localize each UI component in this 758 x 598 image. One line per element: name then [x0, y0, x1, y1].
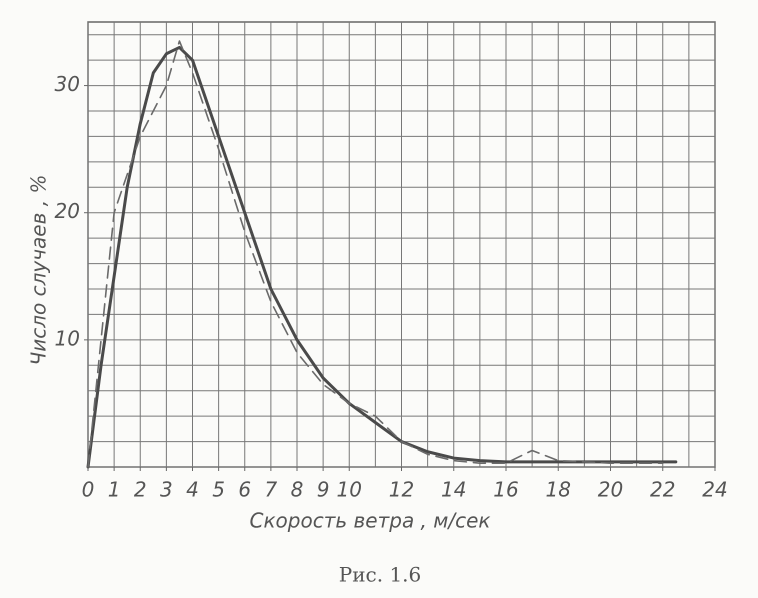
caption: Рис. 1.6	[339, 563, 422, 587]
x-tick-label: 12	[389, 478, 414, 502]
x-tick-label: 9	[317, 478, 330, 502]
x-tick-label: 3	[160, 478, 173, 502]
x-tick-label: 10	[337, 478, 362, 502]
y-axis-label: Число случаев , %	[27, 175, 51, 366]
x-tick-label: 2	[134, 478, 147, 502]
x-axis-label: Скорость ветра , м/сек	[250, 509, 491, 533]
x-tick-label: 5	[212, 478, 225, 502]
x-tick-label: 24	[702, 478, 727, 502]
x-tick-label: 6	[238, 478, 251, 502]
x-tick-label: 8	[291, 478, 304, 502]
data-line	[86, 45, 678, 469]
x-tick-label: 0	[82, 478, 95, 502]
x-tick-label: 16	[493, 478, 518, 502]
y-tick-label: 20	[55, 199, 80, 223]
x-tick-label: 4	[186, 478, 199, 502]
x-tick-label: 22	[650, 478, 675, 502]
data-line	[87, 40, 664, 468]
x-tick-label: 1	[108, 478, 121, 502]
x-tick-label: 7	[265, 478, 278, 502]
x-tick-label: 18	[546, 478, 571, 502]
x-tick-label: 20	[598, 478, 623, 502]
y-tick-label: 10	[55, 326, 80, 350]
y-tick-label: 30	[55, 72, 80, 96]
x-tick-label: 14	[441, 478, 466, 502]
